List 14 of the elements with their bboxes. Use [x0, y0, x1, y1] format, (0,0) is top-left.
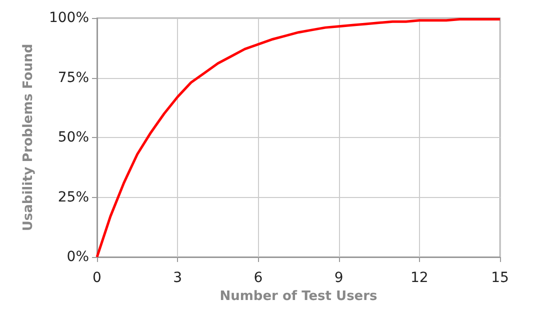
x-tick-label: 3 — [173, 270, 182, 286]
line-series — [96, 18, 502, 258]
x-tick-label: 9 — [334, 270, 344, 286]
y-tick-label: 25% — [58, 189, 89, 206]
y-tick-label: 0% — [66, 249, 89, 265]
x-tick-label: 15 — [491, 270, 509, 286]
x-tick-label: 6 — [254, 270, 263, 286]
y-tick-label: 75% — [58, 70, 89, 86]
x-tick-label: 0 — [92, 270, 102, 286]
y-tick-label: 100% — [48, 10, 89, 26]
y-axis-title: Usability Problems Found — [21, 44, 36, 232]
y-tick-label: 50% — [58, 130, 89, 146]
x-tick-label: 12 — [410, 270, 428, 286]
x-axis-title: Number of Test Users — [220, 288, 378, 304]
